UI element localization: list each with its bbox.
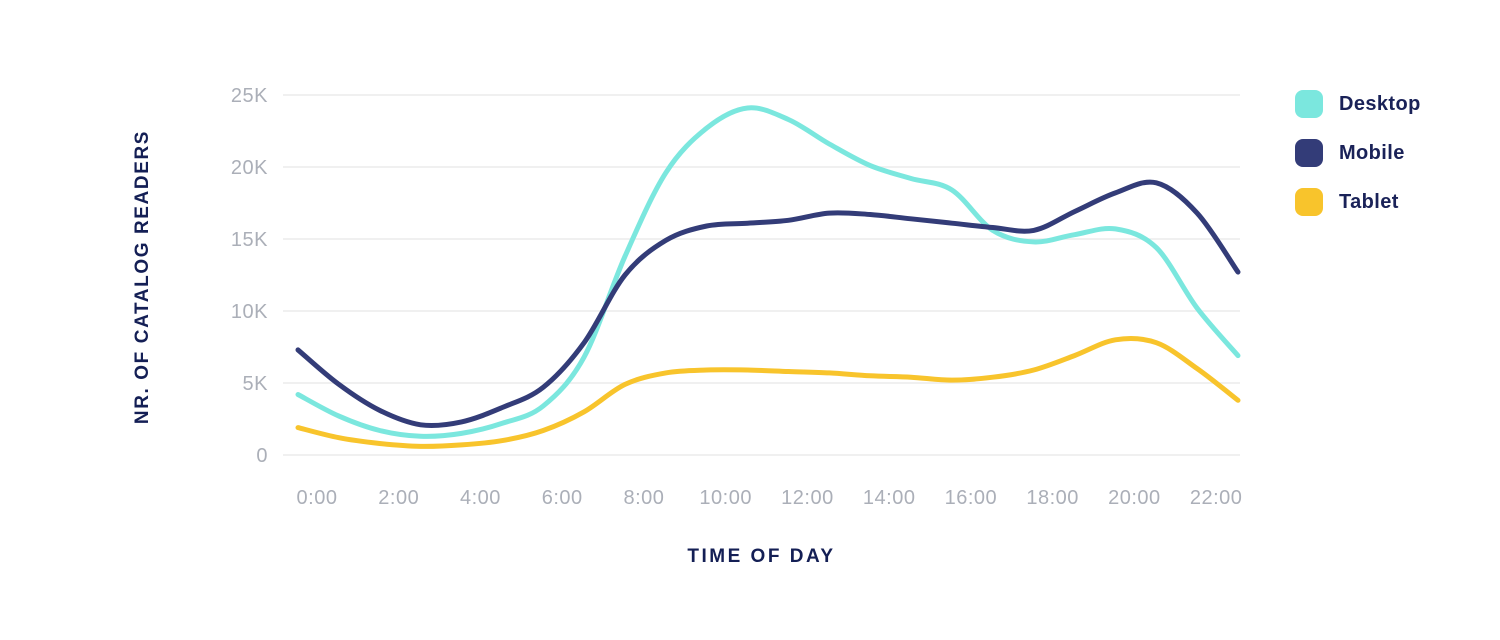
x-tick-label: 0:00 [297, 487, 338, 509]
legend: Desktop Mobile Tablet [1295, 90, 1421, 237]
series-line-tablet [295, 335, 1241, 449]
x-tick-labels: 0:00 2:00 4:00 6:00 8:00 10:00 12:00 14:00 16:00… [297, 487, 1243, 509]
mobile-series-swatch-icon [1295, 139, 1323, 167]
x-tick-label: 2:00 [378, 487, 419, 509]
legend-item-tablet[interactable]: Tablet [1295, 188, 1421, 216]
x-tick-label: 16:00 [945, 487, 998, 509]
x-tick-label: 20:00 [1108, 487, 1161, 509]
x-tick-label: 12:00 [781, 487, 834, 509]
y-tick-label: 25K [231, 85, 268, 107]
series-lines [295, 105, 1241, 449]
y-tick-label: 15K [231, 229, 268, 251]
legend-label-mobile: Mobile [1339, 141, 1405, 164]
gridlines [283, 94, 1240, 456]
desktop-series-swatch-icon [1295, 90, 1323, 118]
x-tick-label: 10:00 [699, 487, 752, 509]
tablet-series-swatch-icon [1295, 188, 1323, 216]
y-tick-label: 10K [231, 301, 268, 323]
legend-label-desktop: Desktop [1339, 92, 1421, 115]
legend-item-desktop[interactable]: Desktop [1295, 90, 1421, 118]
legend-item-mobile[interactable]: Mobile [1295, 139, 1421, 167]
x-tick-label: 18:00 [1026, 487, 1079, 509]
x-axis-title: TIME OF DAY [687, 546, 836, 567]
series-line-desktop [295, 105, 1241, 439]
x-tick-label: 14:00 [863, 487, 916, 509]
x-tick-label: 6:00 [542, 487, 583, 509]
x-tick-label: 22:00 [1190, 487, 1243, 509]
series-line-mobile [295, 179, 1241, 429]
legend-label-tablet: Tablet [1339, 190, 1399, 213]
y-tick-label: 0 [256, 445, 268, 467]
y-tick-label: 5K [243, 373, 269, 395]
x-tick-label: 8:00 [623, 487, 664, 509]
y-tick-labels: 0 5K 10K 15K 20K 25K [231, 85, 268, 467]
x-tick-label: 4:00 [460, 487, 501, 509]
y-tick-label: 20K [231, 157, 268, 179]
